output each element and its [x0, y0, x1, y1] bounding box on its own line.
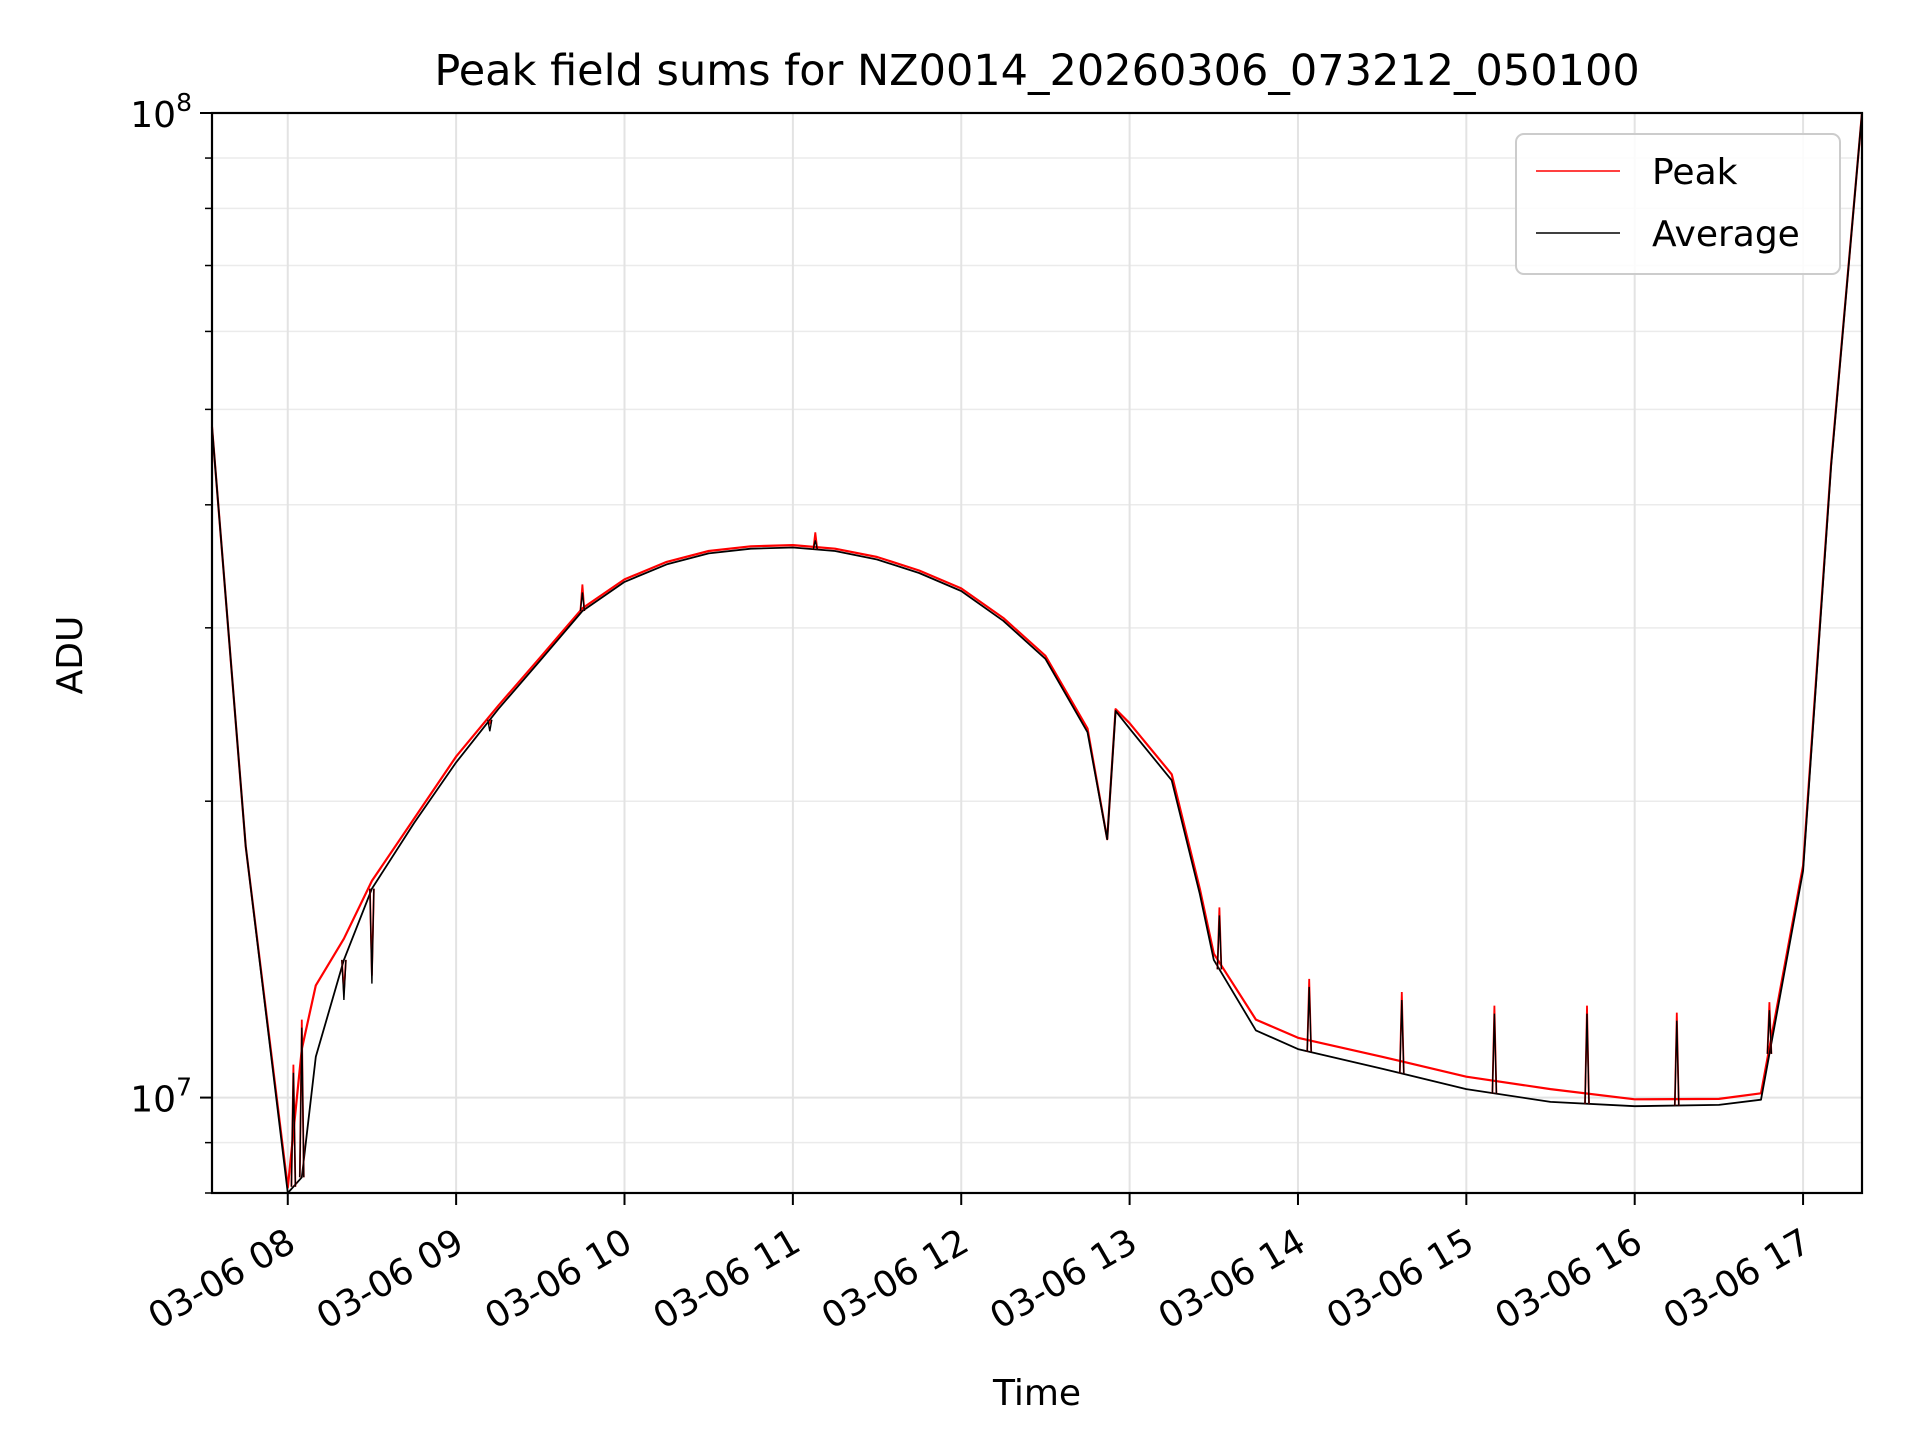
spike-average: [487, 719, 493, 732]
y-axis: 107 108: [130, 88, 212, 1194]
spike-average: [1674, 1020, 1680, 1106]
spike-average: [1216, 915, 1223, 970]
series-layer: [210, 112, 1864, 1194]
spike-average: [290, 1072, 297, 1187]
grid: [212, 112, 1862, 1194]
legend-label-average: Average: [1652, 214, 1800, 255]
spike-average: [579, 592, 586, 612]
y-tick-label: 107: [130, 1073, 192, 1121]
spike-average: [1584, 1013, 1590, 1104]
spike-average: [1491, 1013, 1498, 1094]
spike-average: [369, 888, 375, 984]
chart-title: Peak field sums for NZ0014_20260306_0732…: [434, 46, 1639, 96]
legend: Peak Average: [1515, 133, 1841, 275]
spike-average: [341, 959, 347, 1001]
series-line-peak: [210, 112, 1864, 1189]
spike-average: [1399, 999, 1405, 1074]
series-line-average: [211, 112, 1863, 1194]
legend-box: [1515, 133, 1841, 275]
spike-average: [1766, 1010, 1773, 1054]
legend-label-peak: Peak: [1652, 152, 1738, 193]
y-tick-label: 108: [130, 88, 192, 136]
spike-average: [812, 540, 818, 550]
spike-average: [1306, 986, 1312, 1052]
y-axis-label: ADU: [50, 616, 91, 695]
x-axis-label: Time: [992, 1373, 1081, 1414]
plot-frame: [210, 111, 1864, 1195]
spike-average: [299, 1027, 305, 1178]
